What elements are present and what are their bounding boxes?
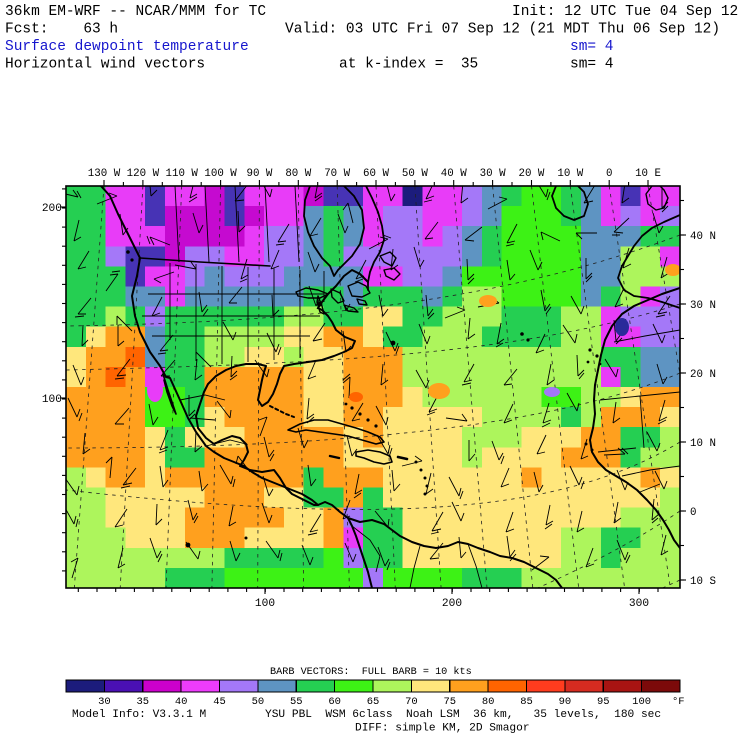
svg-text:90: 90 <box>559 696 572 708</box>
svg-text:100: 100 <box>632 696 651 708</box>
svg-text:sm= 4: sm= 4 <box>570 39 614 55</box>
svg-text:110 W: 110 W <box>166 168 199 180</box>
svg-text:45: 45 <box>213 696 226 708</box>
svg-text:10 S: 10 S <box>690 576 716 588</box>
svg-text:Valid: 03 UTC Fri 07 Sep 12 (2: Valid: 03 UTC Fri 07 Sep 12 (21 MDT Thu … <box>285 22 720 38</box>
svg-text:0: 0 <box>606 168 612 180</box>
svg-text:200: 200 <box>442 598 462 610</box>
svg-text:30 W: 30 W <box>480 168 506 180</box>
svg-text:70 W: 70 W <box>324 168 350 180</box>
svg-text:20 W: 20 W <box>518 168 544 180</box>
svg-text:130 W: 130 W <box>88 168 121 180</box>
svg-text:50: 50 <box>252 696 265 708</box>
svg-text:50 W: 50 W <box>402 168 428 180</box>
svg-text:100 W: 100 W <box>204 168 237 180</box>
svg-text:60: 60 <box>328 696 341 708</box>
svg-text:10 W: 10 W <box>557 168 583 180</box>
svg-text:200: 200 <box>42 203 62 215</box>
svg-text:0: 0 <box>690 507 696 519</box>
svg-text:100: 100 <box>255 598 275 610</box>
svg-text:40 W: 40 W <box>441 168 467 180</box>
svg-text:80: 80 <box>482 696 495 708</box>
svg-text:85: 85 <box>520 696 533 708</box>
svg-text:120 W: 120 W <box>127 168 160 180</box>
svg-text:40: 40 <box>175 696 188 708</box>
svg-text:20 N: 20 N <box>690 369 716 381</box>
svg-text:100: 100 <box>42 394 62 406</box>
svg-text:Model Info: V3.3.1 M: Model Info: V3.3.1 M <box>72 709 206 721</box>
svg-text:Fcst: 63 h: Fcst: 63 h <box>5 22 118 38</box>
svg-text:Horizontal wind vectors: Horizontal wind vectors <box>5 57 205 73</box>
svg-text:at k-index = 35: at k-index = 35 <box>339 57 478 73</box>
svg-text:65: 65 <box>367 696 380 708</box>
svg-text:90 W: 90 W <box>246 168 272 180</box>
svg-text:70: 70 <box>405 696 418 708</box>
svg-text:YSU PBL WSM 6class Noah LSM: YSU PBL WSM 6class Noah LSM 36 km, 35 le… <box>265 709 661 721</box>
svg-text:DIFF: simple KM, 2D Smagor: DIFF: simple KM, 2D Smagor <box>355 723 530 735</box>
svg-text:Surface dewpoint temperature: Surface dewpoint temperature <box>5 39 249 55</box>
svg-text:60 W: 60 W <box>363 168 389 180</box>
svg-text:36km EM-WRF -- NCAR/MMM for TC: 36km EM-WRF -- NCAR/MMM for TC <box>5 4 266 20</box>
svg-text:55: 55 <box>290 696 303 708</box>
svg-text:40 N: 40 N <box>690 231 716 243</box>
svg-text:300: 300 <box>629 598 649 610</box>
svg-text:10 E: 10 E <box>635 168 661 180</box>
svg-text:°F: °F <box>672 696 685 708</box>
svg-text:30 N: 30 N <box>690 300 716 312</box>
svg-text:BARB VECTORS: FULL BARB = 10: BARB VECTORS: FULL BARB = 10 kts <box>270 666 472 678</box>
svg-text:sm= 4: sm= 4 <box>570 57 614 73</box>
svg-text:75: 75 <box>443 696 456 708</box>
svg-text:10 N: 10 N <box>690 438 716 450</box>
svg-text:95: 95 <box>597 696 610 708</box>
svg-text:35: 35 <box>136 696 149 708</box>
svg-text:Init: 12 UTC Tue 04 Sep 12: Init: 12 UTC Tue 04 Sep 12 <box>512 4 738 20</box>
svg-text:80 W: 80 W <box>285 168 311 180</box>
svg-text:30: 30 <box>98 696 111 708</box>
